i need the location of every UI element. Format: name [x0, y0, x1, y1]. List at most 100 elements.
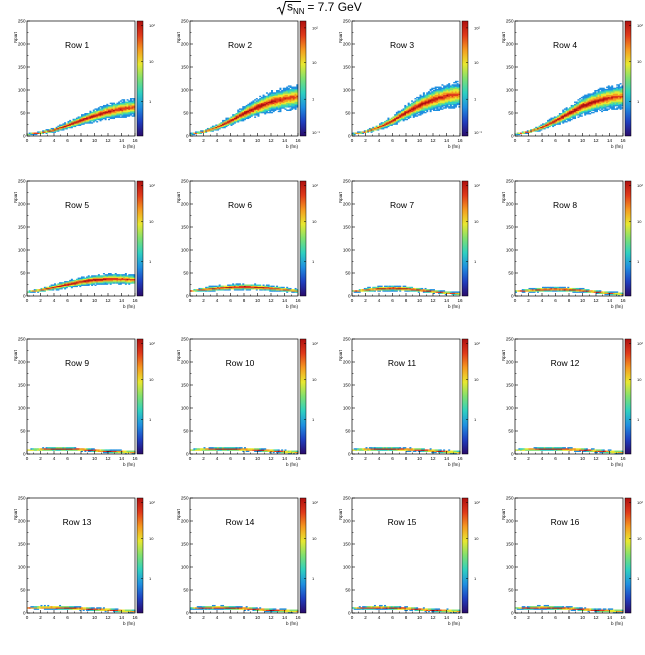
x-tick-label: 14	[119, 298, 125, 303]
colorbar-tick-label: 1	[149, 99, 152, 104]
x-tick-label: 6	[554, 298, 557, 303]
heatmap-cell	[279, 88, 281, 89]
colorbar-tick-label: 10	[149, 219, 154, 224]
heatmap-cell	[254, 116, 256, 117]
y-axis-label: Npart	[13, 349, 18, 361]
heatmap-cell	[123, 99, 125, 100]
y-tick-label: 150	[18, 65, 26, 70]
y-tick-label: 0	[23, 294, 26, 299]
x-tick-label: 0	[351, 298, 354, 303]
x-tick-label: 2	[527, 138, 530, 143]
x-tick-label: 14	[282, 456, 288, 461]
colorbar-tick-label: 10²	[312, 341, 318, 346]
colorbar-tick-label: 1	[637, 99, 640, 104]
panel-label: Row 5	[65, 200, 89, 210]
y-tick-label: 50	[345, 111, 351, 116]
x-tick-label: 16	[295, 456, 301, 461]
y-tick-label: 50	[20, 111, 26, 116]
colorbar-tick-label: 10	[637, 59, 642, 64]
colorbar	[300, 21, 306, 136]
colorbar-tick-label: 10²	[149, 341, 155, 346]
plot-frame	[190, 339, 298, 454]
colorbar-tick-label: 10	[637, 219, 642, 224]
y-axis-label: Npart	[338, 191, 343, 203]
x-tick-label: 14	[119, 138, 125, 143]
x-tick-label: 4	[378, 138, 381, 143]
x-tick-label: 0	[26, 298, 29, 303]
x-tick-label: 10	[255, 138, 261, 143]
y-tick-label: 200	[18, 42, 26, 47]
heatmap-cell	[125, 273, 127, 274]
panel-label: Row 1	[65, 40, 89, 50]
colorbar-tick-label: 10	[312, 60, 317, 65]
x-axis-label: b (fm)	[286, 304, 298, 309]
colorbar	[137, 181, 143, 296]
x-axis-label: b (fm)	[123, 144, 135, 149]
x-axis-label: b (fm)	[123, 304, 135, 309]
x-tick-label: 10	[255, 298, 261, 303]
colorbar-tick-label: 1	[312, 259, 315, 264]
x-axis-label: b (fm)	[448, 144, 460, 149]
heatmap-cells	[190, 283, 298, 293]
heatmap-cells	[515, 83, 623, 135]
y-tick-label: 200	[181, 202, 189, 207]
x-tick-label: 10	[92, 456, 98, 461]
colorbar	[625, 181, 631, 296]
heatmap-cells	[27, 273, 135, 293]
plot-frame	[27, 339, 135, 454]
x-tick-label: 2	[39, 456, 42, 461]
x-tick-label: 8	[243, 138, 246, 143]
y-tick-label: 50	[20, 271, 26, 276]
y-tick-label: 250	[506, 179, 514, 184]
x-tick-label: 10	[92, 138, 98, 143]
y-axis-label: Npart	[13, 31, 18, 43]
x-tick-label: 6	[229, 138, 232, 143]
y-tick-label: 100	[506, 88, 514, 93]
x-tick-label: 4	[216, 456, 219, 461]
y-tick-label: 200	[506, 202, 514, 207]
plot-frame	[190, 181, 298, 296]
y-tick-label: 200	[18, 202, 26, 207]
colorbar	[300, 181, 306, 296]
colorbar-tick-label: 10²	[312, 183, 318, 188]
x-tick-label: 10	[92, 298, 98, 303]
y-tick-label: 250	[18, 19, 26, 24]
x-tick-label: 8	[243, 456, 246, 461]
colorbar-tick-label: 10²	[474, 183, 480, 188]
x-tick-label: 6	[391, 138, 394, 143]
y-tick-label: 0	[348, 134, 351, 139]
y-tick-label: 150	[506, 65, 514, 70]
x-tick-label: 8	[405, 298, 408, 303]
y-tick-label: 50	[183, 271, 189, 276]
colorbar-tick-label: 1	[474, 97, 477, 102]
colorbar	[137, 339, 143, 454]
x-tick-label: 14	[444, 298, 450, 303]
x-tick-label: 2	[202, 298, 205, 303]
y-axis-label: Npart	[501, 31, 506, 43]
x-tick-label: 4	[378, 298, 381, 303]
x-tick-label: 2	[39, 138, 42, 143]
x-tick-label: 16	[295, 138, 301, 143]
y-axis-label: Npart	[13, 191, 18, 203]
heatmap-cell	[448, 83, 450, 84]
y-tick-label: 200	[343, 202, 351, 207]
heatmap-cell	[457, 81, 459, 82]
y-tick-label: 50	[183, 111, 189, 116]
colorbar-tick-label: 10	[149, 377, 154, 382]
panel-label: Row 10	[226, 358, 255, 368]
panel-label: Row 8	[553, 200, 577, 210]
x-tick-label: 10	[417, 138, 423, 143]
y-tick-label: 200	[181, 360, 189, 365]
colorbar	[462, 181, 468, 296]
x-tick-label: 0	[26, 456, 29, 461]
colorbar-tick-label: 10²	[149, 23, 155, 28]
x-tick-label: 8	[80, 456, 83, 461]
y-axis-label: Npart	[176, 31, 181, 43]
x-tick-label: 12	[268, 456, 274, 461]
y-tick-label: 100	[506, 248, 514, 253]
x-tick-label: 2	[364, 138, 367, 143]
